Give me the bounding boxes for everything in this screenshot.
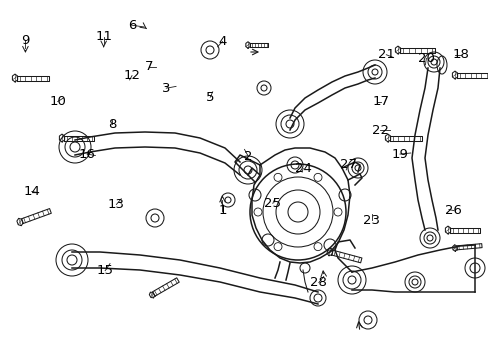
Text: 17: 17 [372, 95, 389, 108]
Text: 24: 24 [294, 162, 311, 175]
Text: 11: 11 [95, 30, 112, 43]
Text: 27: 27 [339, 158, 356, 171]
Text: 4: 4 [218, 35, 226, 48]
Text: 14: 14 [23, 185, 40, 198]
Text: 26: 26 [445, 204, 461, 217]
Text: 20: 20 [417, 52, 434, 65]
Text: 7: 7 [144, 60, 153, 73]
Text: 12: 12 [123, 69, 140, 82]
Text: 21: 21 [377, 48, 394, 61]
Text: 2: 2 [244, 150, 252, 163]
Text: 8: 8 [108, 118, 117, 131]
Text: 6: 6 [127, 19, 136, 32]
Text: 18: 18 [451, 48, 468, 61]
Text: 5: 5 [205, 91, 214, 104]
Text: 3: 3 [162, 82, 170, 95]
Text: 22: 22 [371, 124, 388, 137]
Text: 13: 13 [108, 198, 124, 211]
Text: 25: 25 [264, 197, 281, 210]
Text: 16: 16 [79, 148, 95, 161]
Text: 15: 15 [97, 264, 113, 277]
Text: 28: 28 [310, 276, 326, 289]
Text: 1: 1 [218, 204, 226, 217]
Text: 9: 9 [21, 34, 30, 47]
Text: 10: 10 [49, 95, 66, 108]
Text: 23: 23 [363, 214, 379, 227]
Text: 19: 19 [391, 148, 407, 161]
